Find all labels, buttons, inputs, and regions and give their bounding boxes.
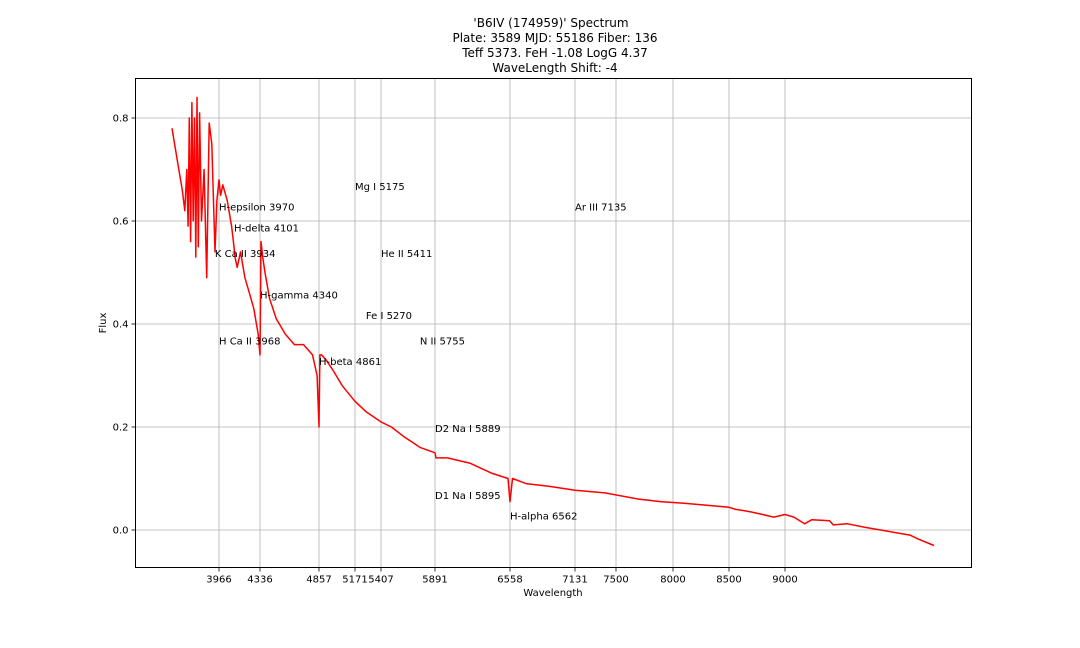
line-annotation: He II 5411 <box>381 249 432 260</box>
line-annotation: K Ca II 3934 <box>215 249 276 260</box>
x-tick-label: 5891 <box>422 575 447 586</box>
y-tick-label: 0.0 <box>113 526 129 537</box>
y-tick-label: 0.4 <box>113 320 129 331</box>
grid <box>135 78 972 568</box>
line-annotation: H-gamma 4340 <box>260 290 338 301</box>
line-annotation: Ar III 7135 <box>575 203 627 214</box>
line-annotation: H-beta 4861 <box>319 357 381 368</box>
y-tick-label: 0.2 <box>113 423 129 434</box>
x-tick-label: 7500 <box>603 575 628 586</box>
title-line-1: 'B6IV (174959)' Spectrum <box>473 16 628 30</box>
annotations: Mg I 5175 H-epsilon 3970 Ar III 7135 H-delt… <box>215 182 627 523</box>
x-tick-label: 9000 <box>772 575 797 586</box>
plot-frame <box>135 78 972 568</box>
line-annotation: Mg I 5175 <box>355 182 405 193</box>
line-annotation: H-alpha 6562 <box>510 512 577 523</box>
line-annotation: H-delta 4101 <box>234 223 299 234</box>
x-tick-label: 5171 <box>342 575 367 586</box>
spectrum-line <box>171 96 935 547</box>
x-tick-label: 8500 <box>716 575 741 586</box>
x-tick-label: 4336 <box>247 575 272 586</box>
y-tick-label: 0.6 <box>113 217 129 228</box>
x-tick-label: 5407 <box>368 575 393 586</box>
x-tick-label: 6558 <box>497 575 522 586</box>
x-tick-label: 8000 <box>660 575 685 586</box>
y-axis-label: Flux <box>98 313 109 334</box>
line-annotation: H-epsilon 3970 <box>219 203 294 214</box>
title-line-4: WaveLength Shift: -4 <box>492 61 617 75</box>
title-line-2: Plate: 3589 MJD: 55186 Fiber: 136 <box>452 31 657 45</box>
line-annotation: D2 Na I 5889 <box>435 424 501 435</box>
x-tick-label: 4857 <box>306 575 331 586</box>
line-annotation: D1 Na I 5895 <box>435 491 501 502</box>
x-tick-label: 7131 <box>562 575 587 586</box>
title-line-3: Teff 5373. FeH -1.08 LogG 4.37 <box>461 46 648 60</box>
tick-marks: 3966 4336 4857 5171 5407 5891 6558 7131 7500 8000… <box>113 114 798 586</box>
series-layer <box>171 96 935 547</box>
line-annotation: N II 5755 <box>420 337 465 348</box>
x-axis-label: Wavelength <box>523 588 582 599</box>
line-annotation: H Ca II 3968 <box>219 337 281 348</box>
x-tick-label: 3966 <box>206 575 231 586</box>
y-tick-label: 0.8 <box>113 114 129 125</box>
chart-title: 'B6IV (174959)' Spectrum Plate: 3589 MJD… <box>452 16 657 75</box>
line-annotation: Fe I 5270 <box>366 311 412 322</box>
